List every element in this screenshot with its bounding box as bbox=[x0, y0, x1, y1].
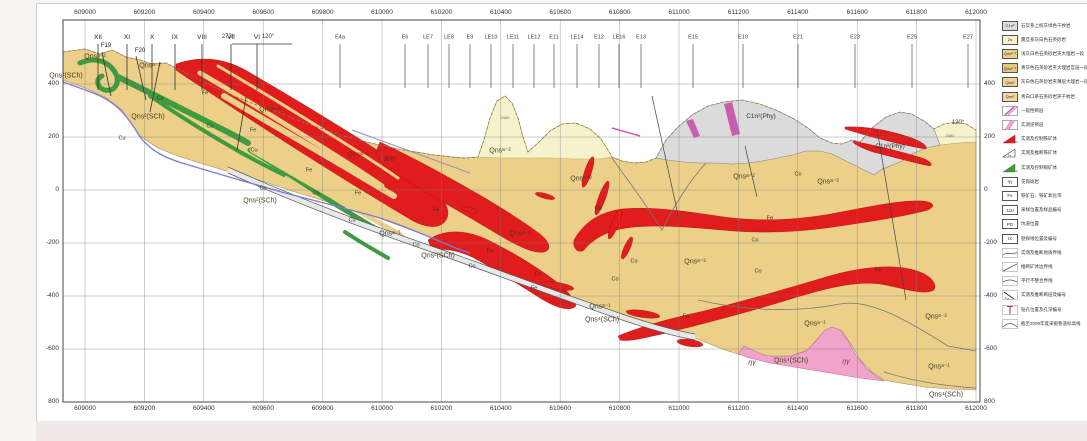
boundary-lines bbox=[611, 157, 977, 389]
drill-traces bbox=[651, 95, 907, 301]
marker-lines bbox=[97, 44, 969, 90]
terrain-surface bbox=[62, 48, 977, 164]
blue-line bbox=[62, 81, 471, 254]
bottom-strip bbox=[36, 421, 1087, 441]
marker-band bbox=[226, 166, 696, 341]
pink-intrusion bbox=[737, 326, 885, 382]
tan-interbeds bbox=[197, 64, 405, 239]
magenta-dikes bbox=[611, 102, 740, 138]
plot-frame bbox=[62, 19, 981, 403]
